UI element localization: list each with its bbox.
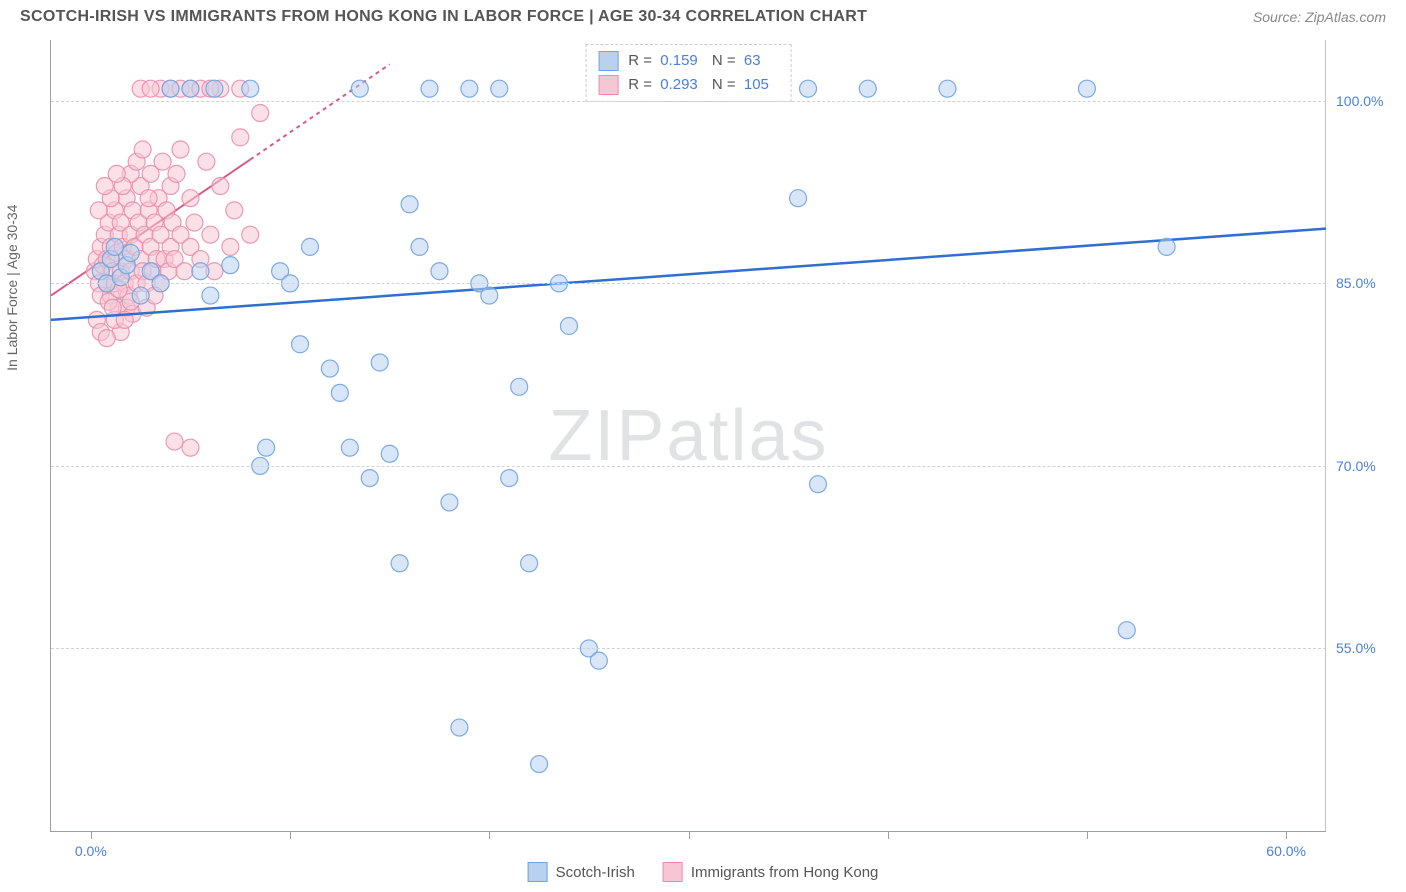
scatter-svg xyxy=(51,40,1326,831)
title-bar: SCOTCH-IRISH VS IMMIGRANTS FROM HONG KON… xyxy=(0,0,1406,30)
y-tick-label: 85.0% xyxy=(1336,275,1396,291)
x-tick xyxy=(1286,831,1287,839)
x-tick xyxy=(489,831,490,839)
x-tick-label: 60.0% xyxy=(1266,843,1306,859)
legend-label-1: Scotch-Irish xyxy=(556,864,635,881)
r-value-2: 0.293 xyxy=(660,76,698,93)
x-tick-label: 0.0% xyxy=(75,843,107,859)
y-tick-label: 100.0% xyxy=(1336,93,1396,109)
chart-plot-area: ZIPatlas R = 0.159 N = 63 R = 0.293 N = … xyxy=(50,40,1326,832)
legend-label-2: Immigrants from Hong Kong xyxy=(691,864,879,881)
legend-item-2: Immigrants from Hong Kong xyxy=(663,862,879,882)
gridline xyxy=(51,648,1326,649)
y-axis-label: In Labor Force | Age 30-34 xyxy=(4,205,20,371)
x-tick xyxy=(888,831,889,839)
correlation-legend: R = 0.159 N = 63 R = 0.293 N = 105 xyxy=(585,44,792,102)
chart-title: SCOTCH-IRISH VS IMMIGRANTS FROM HONG KON… xyxy=(20,8,867,26)
correlation-row-1: R = 0.159 N = 63 xyxy=(598,49,779,73)
bottom-legend: Scotch-Irish Immigrants from Hong Kong xyxy=(528,862,879,882)
x-tick xyxy=(290,831,291,839)
x-tick xyxy=(91,831,92,839)
x-tick xyxy=(689,831,690,839)
gridline xyxy=(51,466,1326,467)
n-value-1: 63 xyxy=(744,52,761,69)
legend-swatch-bottom-1 xyxy=(528,862,548,882)
y-tick-label: 55.0% xyxy=(1336,640,1396,656)
correlation-row-2: R = 0.293 N = 105 xyxy=(598,73,779,97)
legend-swatch-bottom-2 xyxy=(663,862,683,882)
y-tick-label: 70.0% xyxy=(1336,458,1396,474)
legend-swatch-2 xyxy=(598,75,618,95)
legend-swatch-1 xyxy=(598,51,618,71)
source-label: Source: ZipAtlas.com xyxy=(1253,9,1386,25)
gridline xyxy=(51,283,1326,284)
legend-item-1: Scotch-Irish xyxy=(528,862,635,882)
n-value-2: 105 xyxy=(744,76,769,93)
r-value-1: 0.159 xyxy=(660,52,698,69)
x-tick xyxy=(1087,831,1088,839)
gridline xyxy=(51,101,1326,102)
